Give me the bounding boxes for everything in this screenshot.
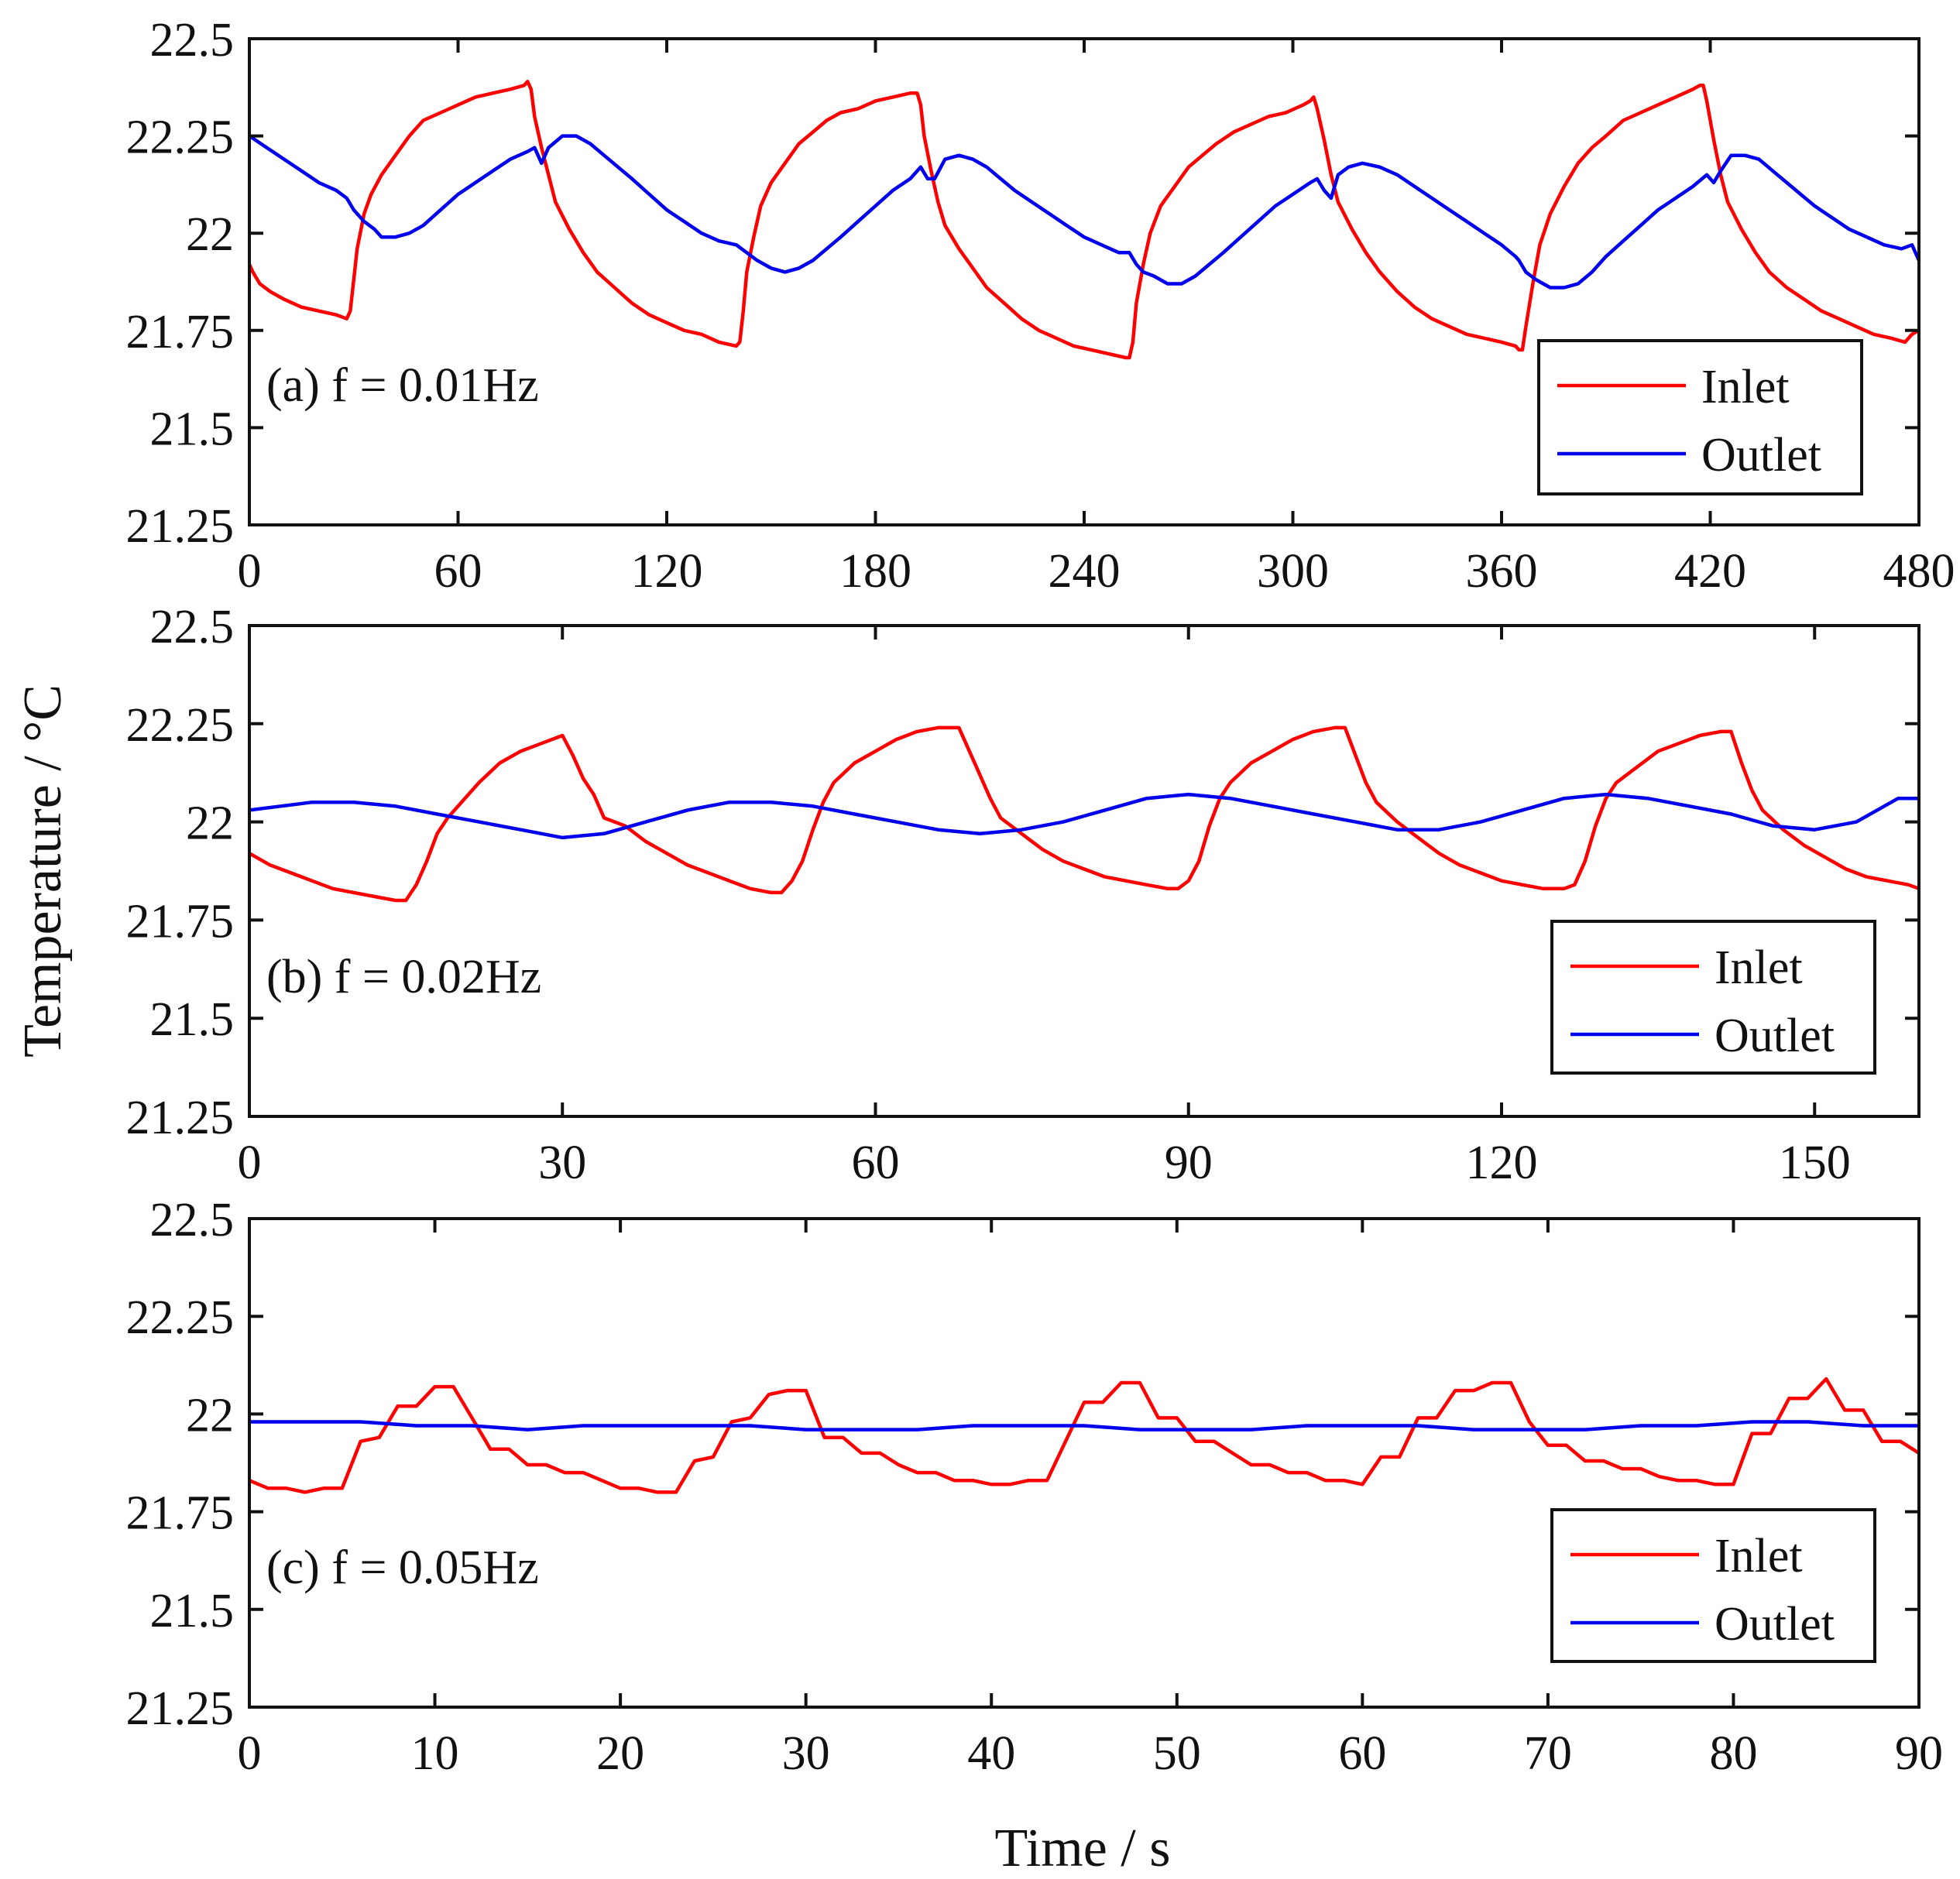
legend-label-inlet: Inlet <box>1701 361 1790 413</box>
x-tick-label: 300 <box>1257 545 1329 598</box>
x-tick-label: 60 <box>852 1137 900 1189</box>
x-tick-label: 0 <box>238 1727 262 1780</box>
series-line-outlet <box>249 1420 1919 1432</box>
y-tick-label: 21.75 <box>126 895 235 948</box>
y-tick-label: 21.25 <box>126 1682 235 1735</box>
series-line-outlet <box>249 792 1919 840</box>
legend: Inlet Outlet <box>1550 1508 1876 1663</box>
legend-label-inlet: Inlet <box>1715 941 1803 994</box>
legend-box <box>1537 339 1863 495</box>
x-tick-label: 30 <box>782 1727 830 1780</box>
x-tick-label: 180 <box>839 545 911 598</box>
y-tick-label: 22 <box>186 1389 234 1442</box>
chart-panel-3: 0 10 20 30 40 50 60 70 80 90 21.25 21.5 21.75 22 22.25… <box>126 1194 1944 1780</box>
legend: Inlet Outlet <box>1537 339 1863 495</box>
plot-frame <box>248 1217 1921 1709</box>
panel-label: (b) f = 0.02Hz <box>266 951 541 1003</box>
y-tick-label: 22.25 <box>126 111 235 164</box>
y-tick-label: 21.75 <box>126 306 235 358</box>
legend-box <box>1550 920 1876 1075</box>
y-tick-label: 22.5 <box>150 601 235 653</box>
x-tick-label: 40 <box>967 1727 1015 1780</box>
series-line-inlet <box>249 1377 1919 1494</box>
x-tick-label: 90 <box>1165 1137 1213 1189</box>
y-tick-label: 21.5 <box>150 993 235 1046</box>
y-tick-label: 22.25 <box>126 1291 235 1344</box>
series-line-inlet <box>249 725 1919 903</box>
y-tick-label: 21.5 <box>150 1585 235 1637</box>
chart-panel-2: 0 30 60 90 120 150 21.25 21.5 21.75 22 22.25 22.5 (b… <box>126 601 1921 1189</box>
y-tick-label: 22 <box>186 208 234 261</box>
x-tick-label: 90 <box>1895 1727 1943 1780</box>
panel-label: (c) f = 0.05Hz <box>266 1541 539 1594</box>
x-tick-label: 120 <box>1466 1137 1538 1189</box>
x-tick-label: 70 <box>1524 1727 1572 1780</box>
y-tick-label: 21.5 <box>150 403 235 455</box>
x-tick-label: 80 <box>1709 1727 1757 1780</box>
y-tick-label: 21.25 <box>126 1092 235 1144</box>
x-tick-label: 0 <box>238 545 262 598</box>
panels: 0 60 120 180 240 300 360 420 48021.2521.521.7522… <box>126 14 1955 1780</box>
x-tick-label: 120 <box>631 545 703 598</box>
x-tick-label: 420 <box>1674 545 1746 598</box>
panel-label: (a) f = 0.01Hz <box>266 359 539 412</box>
x-tick-label: 60 <box>1338 1727 1386 1780</box>
plot-frame <box>248 624 1921 1118</box>
legend: Inlet Outlet <box>1550 920 1876 1075</box>
y-tick-label: 22.5 <box>150 1194 235 1246</box>
series-line-inlet <box>249 80 1919 360</box>
y-tick-label: 22 <box>186 797 234 850</box>
x-tick-label: 30 <box>538 1137 586 1189</box>
legend-label-outlet: Outlet <box>1715 1598 1835 1651</box>
x-tick-label: 20 <box>596 1727 644 1780</box>
x-tick-label: 0 <box>238 1137 262 1189</box>
series-line-outlet <box>249 134 1919 290</box>
x-tick-label: 50 <box>1153 1727 1201 1780</box>
y-tick-label: 22.25 <box>126 699 235 752</box>
x-tick-label: 60 <box>434 545 482 598</box>
x-tick-label: 480 <box>1883 545 1955 598</box>
y-tick-label: 22.5 <box>150 14 235 67</box>
legend-label-outlet: Outlet <box>1715 1010 1835 1062</box>
x-tick-label: 150 <box>1779 1137 1851 1189</box>
x-tick-label: 10 <box>411 1727 459 1780</box>
legend-label-inlet: Inlet <box>1715 1530 1803 1582</box>
y-tick-label: 21.75 <box>126 1487 235 1540</box>
y-axis-label: Temperature / °C <box>13 684 73 1058</box>
y-tick-label: 21.25 <box>126 500 235 553</box>
chart-panel-1: 0 60 120 180 240 300 360 420 480 21.25 21.5 21.75 22… <box>126 14 1955 598</box>
legend-box <box>1550 1508 1876 1663</box>
x-axis-label: Time / s <box>995 1819 1171 1878</box>
x-tick-label: 360 <box>1466 545 1538 598</box>
legend-label-outlet: Outlet <box>1701 429 1821 482</box>
x-tick-label: 240 <box>1049 545 1121 598</box>
